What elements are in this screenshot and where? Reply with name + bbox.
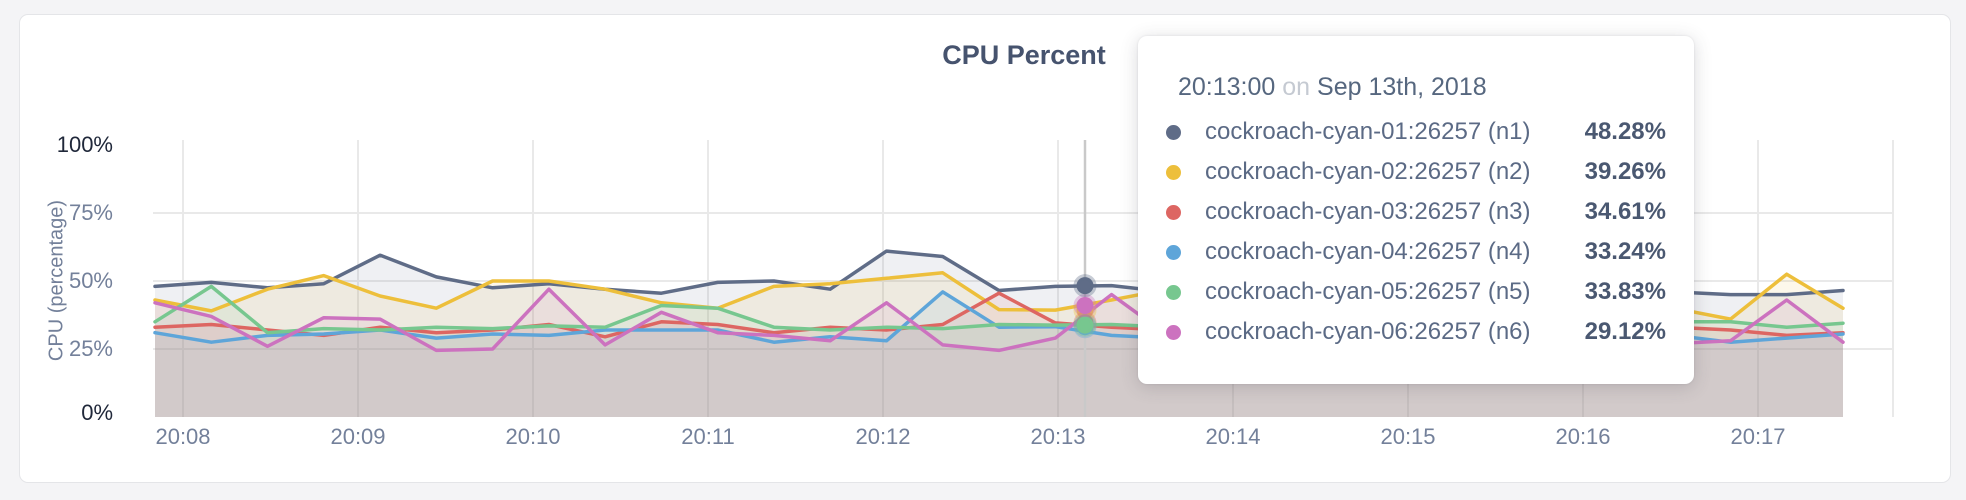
- series-value: 29.12%: [1584, 318, 1666, 345]
- x-tick-label: 20:16: [1555, 424, 1611, 449]
- series-label: cockroach-cyan-01:26257 (n1): [1205, 118, 1531, 145]
- x-tick-label: 20:09: [330, 424, 386, 449]
- chart-title: CPU Percent: [942, 40, 1106, 70]
- tooltip-timestamp: 20:13:00 on Sep 13th, 2018: [1178, 72, 1666, 102]
- x-tick-label: 20:12: [855, 424, 911, 449]
- series-label: cockroach-cyan-04:26257 (n4): [1205, 238, 1531, 265]
- series-area: [155, 291, 1843, 417]
- series-dot-icon: [1166, 324, 1181, 340]
- series-value: 33.83%: [1584, 278, 1666, 305]
- tooltip-row-3: cockroach-cyan-03:26257 (n3) 34.61%: [1166, 192, 1666, 232]
- series-value: 33.24%: [1584, 238, 1666, 265]
- series-area: [155, 289, 1843, 417]
- series-label: cockroach-cyan-05:26257 (n5): [1205, 278, 1531, 305]
- series-dot-icon: [1166, 164, 1181, 180]
- hover-tooltip: 20:13:00 on Sep 13th, 2018 cockroach-cya…: [1138, 36, 1694, 384]
- series-label: cockroach-cyan-03:26257 (n3): [1205, 198, 1531, 225]
- x-tick-label: 20:17: [1730, 424, 1786, 449]
- tooltip-row-1: cockroach-cyan-01:26257 (n1) 48.28%: [1166, 112, 1666, 152]
- y-tick-label: 25%: [68, 336, 113, 361]
- series-area: [155, 293, 1843, 417]
- x-tick-label: 20:10: [505, 424, 561, 449]
- series-value: 39.26%: [1584, 158, 1666, 185]
- hover-point-n5: [1073, 313, 1097, 337]
- tooltip-row-6: cockroach-cyan-06:26257 (n6) 29.12%: [1166, 312, 1666, 352]
- series-dot-icon: [1166, 284, 1181, 300]
- x-tick-label: 20:13: [1030, 424, 1086, 449]
- series-dot-icon: [1166, 124, 1181, 140]
- y-tick-label: 75%: [68, 200, 113, 225]
- tooltip-on: on: [1282, 73, 1311, 101]
- series-dot-icon: [1166, 204, 1181, 220]
- series-label: cockroach-cyan-02:26257 (n2): [1205, 158, 1531, 185]
- y-tick-label: 0%: [81, 400, 113, 425]
- x-tick-label: 20:15: [1380, 424, 1436, 449]
- tooltip-row-2: cockroach-cyan-02:26257 (n2) 39.26%: [1166, 152, 1666, 192]
- tooltip-time: 20:13:00: [1178, 73, 1276, 101]
- hover-point-n6: [1073, 293, 1097, 317]
- tooltip-row-5: cockroach-cyan-05:26257 (n5) 33.83%: [1166, 272, 1666, 312]
- x-tick-label: 20:14: [1205, 424, 1261, 449]
- tooltip-date: Sep 13th, 2018: [1317, 73, 1487, 101]
- hover-point-n1: [1073, 274, 1097, 298]
- tooltip-rows: cockroach-cyan-01:26257 (n1) 48.28% cockro…: [1166, 112, 1666, 352]
- tooltip-row-4: cockroach-cyan-04:26257 (n4) 33.24%: [1166, 232, 1666, 272]
- x-tick-label: 20:11: [681, 424, 735, 449]
- y-tick-label: 50%: [68, 268, 113, 293]
- series-dot-icon: [1166, 244, 1181, 260]
- x-tick-label: 20:08: [155, 424, 211, 449]
- series-label: cockroach-cyan-06:26257 (n6): [1205, 318, 1531, 345]
- series-value: 34.61%: [1584, 198, 1666, 225]
- y-tick-label: 100%: [56, 132, 113, 157]
- series-value: 48.28%: [1584, 118, 1666, 145]
